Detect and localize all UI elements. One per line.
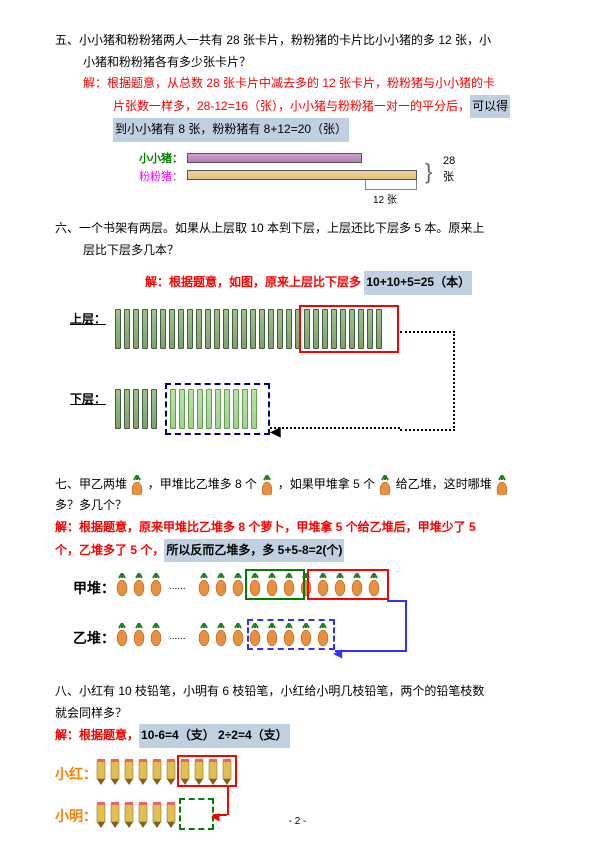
p6-upper: 上层： [70,309,106,331]
page-number: - 2 - [0,813,595,831]
p7-jia: 甲堆： [73,576,115,601]
p7-diagram: 甲堆： 乙堆： ...... ...... ◀ [115,568,455,663]
p5-sol-b2: 到小小猪有 8 张，粉粉猪有 8+12=20（张） [113,118,349,142]
p7-e: 多？多几个？ [55,495,540,517]
p7-arrow-path [387,600,407,652]
p8-l2: 就会同样多？ [55,703,540,725]
p7-red [307,569,389,600]
radish-icon [130,475,144,495]
p5-sol-l1: 解：根据题意，从总数 28 张卡片中减去多的 12 张卡片，粉粉猪与小小猪的卡 [55,73,540,95]
p8-red [177,755,237,787]
p5-number: 五、 [55,33,79,47]
p5-unit: 张 [443,168,454,188]
p6-dotted-path [400,331,455,431]
bar-fenfen [187,170,417,180]
p6-lower: 下层： [70,389,106,411]
problem-5-text: 五、小小猪和粉粉猪两人一共有 28 张卡片，粉粉猪的卡片比小小猪的多 12 张，… [55,30,540,52]
radish-icon [495,475,509,495]
problem-8: 八、小红有 10 枝铅笔，小明有 6 枝铅笔，小红给小明几枝铅笔，两个的铅笔枝数… [55,681,540,834]
p7-sol-t1: 解：根据题意，原来甲堆比乙堆多 8 个萝卜，甲堆拿 5 个给乙堆后，甲堆少了 5 [55,520,476,534]
p5-sol-prefix: 解： [83,76,107,90]
p7-text1: 七、甲乙两堆 ，甲堆比乙堆多 8 个 ，如果甲堆拿 5 个 给乙堆，这时哪堆 [55,474,540,496]
p6-text: 六、一个书架有两层。如果从上层取 10 本到下层，上层还比下层多 5 本。原来上 [55,218,540,240]
p7-dots1: ...... [169,578,186,596]
arrow-head-icon: ◀ [270,419,281,444]
p7-sol-box: 所以反而乙堆多，多 5+5-8=2(个) [164,539,344,563]
p6-dotted-path2 [270,427,400,429]
arrow-head-icon: ◀ [333,643,342,665]
p5-label-xiaoxiao: 小小猪： [139,150,183,170]
p5-sol-t2: 片张数一样多，28-12=16（张），小小猪与粉粉猪一对一的平分后， [113,99,470,113]
p7-sol-l2w: 个，乙堆多了 5 个，所以反而乙堆多，多 5+5-8=2(个) [55,539,540,563]
p7-arrow-path2 [335,650,407,652]
radish-icon [260,475,274,495]
p5-l1: 小小猪和粉粉猪两人一共有 28 张卡片，粉粉猪的卡片比小小猪的多 12 张，小 [79,33,491,47]
p7-yi-left [115,623,162,648]
p6-l2: 层比下层多几本？ [55,240,540,262]
p7-number: 七、 [55,477,79,491]
p8-red-arrow [227,787,229,815]
problem-6: 六、一个书架有两层。如果从上层取 10 本到下层，上层还比下层多 5 本。原来上… [55,218,540,456]
p8-sol-box: 10-6=4（支） 2÷2=4（支） [139,724,290,748]
p8-number: 八、 [55,684,79,698]
p5-label-fenfen: 粉粉猪： [139,168,183,188]
bracket-12 [365,180,417,190]
p6-sol-prefix: 解：根据题意，如图，原来上层比下层多 [145,275,361,289]
p7-dots2: ...... [169,628,186,646]
p6-lower-books [115,389,157,429]
p7-green [245,569,305,600]
p5-sol-l3w: 到小小猪有 8 张，粉粉猪有 8+12=20（张） [55,118,540,142]
p7-b: ，甲堆比乙堆多 8 个 [148,477,257,491]
p8-sol: 解：根据题意，10-6=4（支） 2÷2=4（支） [55,724,540,748]
p8-l1: 小红有 10 枝铅笔，小明有 6 枝铅笔，小红给小明几枝铅笔，两个的铅笔枝数 [79,684,484,698]
p7-yi: 乙堆： [73,626,115,651]
p5-sol-t1: 根据题意，从总数 28 张卡片中减去多的 12 张卡片，粉粉猪与小小猪的卡 [107,76,495,90]
p5-sol-b1: 可以得 [470,95,510,119]
p5-diagram: 小小猪： 粉粉猪： } 28 张 12 张 [145,150,465,200]
p6-l1: 一个书架有两层。如果从上层取 10 本到下层，上层还比下层多 5 本。原来上 [79,221,484,235]
p7-c: ，如果甲堆拿 5 个 [278,477,375,491]
p6-sol: 解：根据题意，如图，原来上层比下层多 10+10+5=25（本） [55,271,540,295]
p6-blue-box [165,383,270,435]
p7-a: 甲乙两堆 [79,477,127,491]
p7-d: 给乙堆，这时哪堆 [396,477,492,491]
bracket-28: } [425,152,432,192]
p6-number: 六、 [55,221,79,235]
p5-diff: 12 张 [373,192,397,210]
radish-icon [378,475,392,495]
p7-sol-l1: 解：根据题意，原来甲堆比乙堆多 8 个萝卜，甲堆拿 5 个给乙堆后，甲堆少了 5 [55,517,540,539]
p7-jia-left [115,573,162,598]
p8-sol-prefix: 解：根据题意， [55,728,139,742]
p5-sol-l2w: 片张数一样多，28-12=16（张），小小猪与粉粉猪一对一的平分后，可以得 [55,95,540,119]
p8-text: 八、小红有 10 枝铅笔，小明有 6 枝铅笔，小红给小明几枝铅笔，两个的铅笔枝数 [55,681,540,703]
p6-red-box [299,305,399,353]
p7-blue [247,619,335,650]
p5-l2: 小猪和粉粉猪各有多少张卡片？ [55,52,540,74]
problem-7: 七、甲乙两堆 ，甲堆比乙堆多 8 个 ，如果甲堆拿 5 个 给乙堆，这时哪堆 多… [55,474,540,663]
p8-hong: 小红： [55,762,97,787]
p6-sol-box: 10+10+5=25（本） [364,271,472,295]
bar-xiaoxiao [187,153,362,163]
p6-diagram: 上层： 下层： ◀ [115,301,455,456]
problem-5: 五、小小猪和粉粉猪两人一共有 28 张卡片，粉粉猪的卡片比小小猪的多 12 张，… [55,30,540,200]
p7-sol-t2: 个，乙堆多了 5 个， [55,543,164,557]
